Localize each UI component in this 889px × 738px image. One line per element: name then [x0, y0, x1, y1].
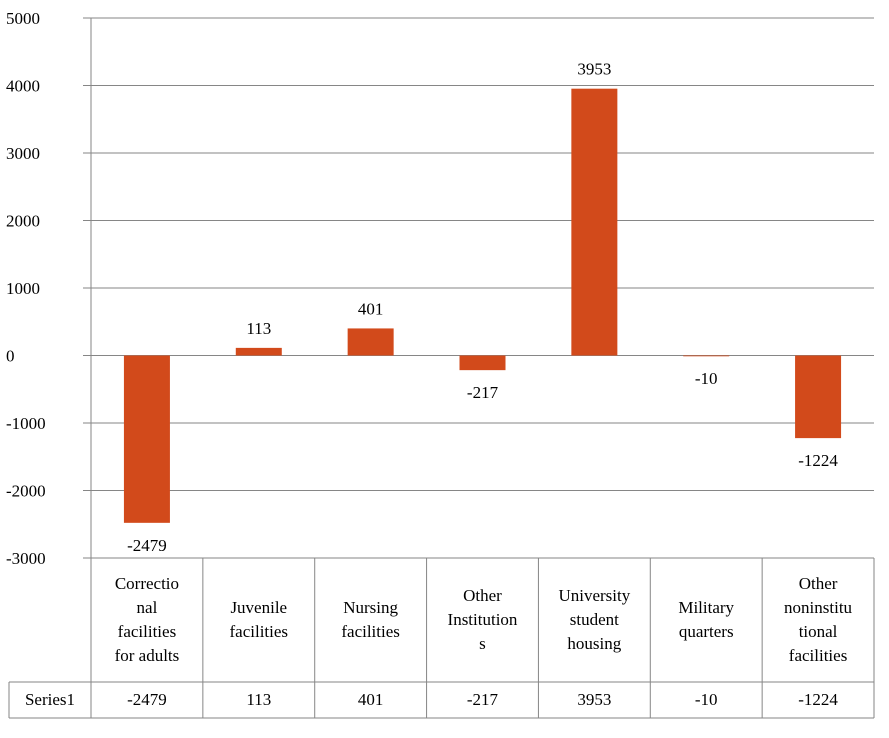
- category-label: Other noninstitu tional facilities: [762, 558, 874, 682]
- y-tick-label: -1000: [6, 414, 46, 433]
- y-tick-label: 4000: [6, 77, 40, 96]
- category-label-line: Military: [678, 598, 735, 617]
- table-value-cell: -10: [694, 690, 718, 709]
- y-tick-label: -2000: [6, 482, 46, 501]
- bar: [571, 88, 618, 356]
- y-tick-label: 0: [6, 347, 15, 366]
- category-label-line: tional: [798, 622, 838, 641]
- category-label-line: student: [569, 610, 619, 629]
- category-label-line: University: [558, 586, 631, 605]
- bar: [123, 355, 170, 523]
- data-labels: -2479 113 401 -217 3953 -10 -1224: [127, 60, 838, 555]
- category-label: Juvenile facilities: [203, 558, 315, 682]
- table-value-cell: -2479: [127, 690, 167, 709]
- series-name: Series1: [24, 690, 76, 709]
- data-label: 3953: [577, 60, 611, 79]
- category-label-line: for adults: [114, 646, 180, 665]
- category-label-line: Other: [463, 586, 502, 605]
- bar: [347, 328, 394, 356]
- category-label-line: facilities: [117, 622, 177, 641]
- category-label-line: Other: [798, 574, 838, 593]
- category-label: Military quarters: [650, 558, 762, 682]
- category-label-line: nal: [136, 598, 158, 617]
- y-axis-tick-labels: 5000 4000 3000 2000 1000 0 -1000 -2000 -3000: [6, 9, 46, 568]
- category-label: University student housing: [538, 558, 650, 682]
- data-label: -1224: [798, 451, 838, 470]
- table-value-cell: 3953: [577, 690, 612, 709]
- category-label-line: s: [479, 634, 486, 653]
- gridlines: [83, 17, 874, 559]
- data-label: 401: [358, 299, 384, 318]
- y-tick-label: 1000: [6, 279, 40, 298]
- table-value-cell: 401: [357, 690, 384, 709]
- data-label: -2479: [127, 536, 167, 555]
- category-label: Nursing facilities: [315, 558, 427, 682]
- category-label-line: Juvenile: [230, 598, 288, 617]
- bar: [235, 347, 282, 356]
- bar: [795, 355, 842, 439]
- data-label: -10: [695, 369, 718, 388]
- y-tick-label: -3000: [6, 549, 46, 568]
- category-label-line: housing: [567, 634, 622, 653]
- y-tick-label: 3000: [6, 144, 40, 163]
- table-value-cell: -217: [466, 690, 499, 709]
- category-label: Correctio nal facilities for adults: [91, 558, 203, 682]
- category-label-line: facilities: [788, 646, 848, 665]
- category-label-line: Nursing: [343, 598, 399, 617]
- bars: [123, 88, 842, 523]
- bar: [459, 355, 506, 371]
- category-label-line: Institution: [447, 610, 518, 629]
- category-label-line: noninstitu: [784, 598, 853, 617]
- category-label-line: facilities: [229, 622, 289, 641]
- data-label: 113: [246, 319, 271, 338]
- category-label-line: quarters: [678, 622, 734, 641]
- table-value-cell: -1224: [798, 690, 838, 709]
- category-label: Other Institution s: [427, 558, 539, 682]
- table-value-cell: 113: [246, 690, 272, 709]
- data-label: -217: [467, 383, 499, 402]
- data-table-lines: [8, 557, 875, 719]
- category-label-line: Correctio: [114, 574, 180, 593]
- y-tick-label: 2000: [6, 212, 40, 231]
- bar: [683, 355, 730, 357]
- category-label-line: facilities: [341, 622, 400, 641]
- y-tick-label: 5000: [6, 9, 40, 28]
